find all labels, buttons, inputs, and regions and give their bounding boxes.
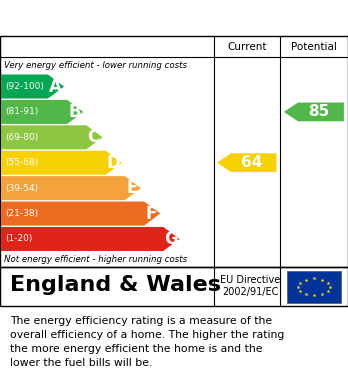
- Text: Not energy efficient - higher running costs: Not energy efficient - higher running co…: [4, 255, 187, 264]
- Text: D: D: [106, 154, 120, 172]
- Text: Current: Current: [227, 41, 267, 52]
- Polygon shape: [1, 100, 83, 124]
- Text: 64: 64: [241, 155, 262, 170]
- Text: (69-80): (69-80): [5, 133, 39, 142]
- Polygon shape: [1, 227, 180, 251]
- Polygon shape: [217, 153, 277, 172]
- Text: Potential: Potential: [291, 41, 337, 52]
- Text: F: F: [146, 204, 157, 222]
- Text: G: G: [164, 230, 177, 248]
- Polygon shape: [1, 125, 103, 149]
- Text: B: B: [68, 103, 81, 121]
- Text: A: A: [49, 77, 62, 95]
- Text: (39-54): (39-54): [5, 184, 38, 193]
- Text: (81-91): (81-91): [5, 108, 39, 117]
- Text: Energy Efficiency Rating: Energy Efficiency Rating: [60, 9, 288, 27]
- Text: England & Wales: England & Wales: [10, 275, 221, 296]
- Text: Very energy efficient - lower running costs: Very energy efficient - lower running co…: [4, 61, 187, 70]
- Text: C: C: [88, 128, 100, 146]
- Text: (55-68): (55-68): [5, 158, 39, 167]
- Polygon shape: [284, 102, 344, 121]
- Polygon shape: [1, 75, 64, 99]
- Polygon shape: [1, 201, 160, 226]
- Polygon shape: [1, 151, 122, 175]
- Text: EU Directive
2002/91/EC: EU Directive 2002/91/EC: [220, 275, 280, 297]
- Polygon shape: [1, 176, 141, 200]
- Text: (21-38): (21-38): [5, 209, 38, 218]
- Text: 85: 85: [308, 104, 329, 119]
- Text: The energy efficiency rating is a measure of the
overall efficiency of a home. T: The energy efficiency rating is a measur…: [10, 316, 285, 368]
- Text: (1-20): (1-20): [5, 235, 33, 244]
- Bar: [287, 271, 341, 303]
- Text: E: E: [126, 179, 138, 197]
- Text: (92-100): (92-100): [5, 82, 44, 91]
